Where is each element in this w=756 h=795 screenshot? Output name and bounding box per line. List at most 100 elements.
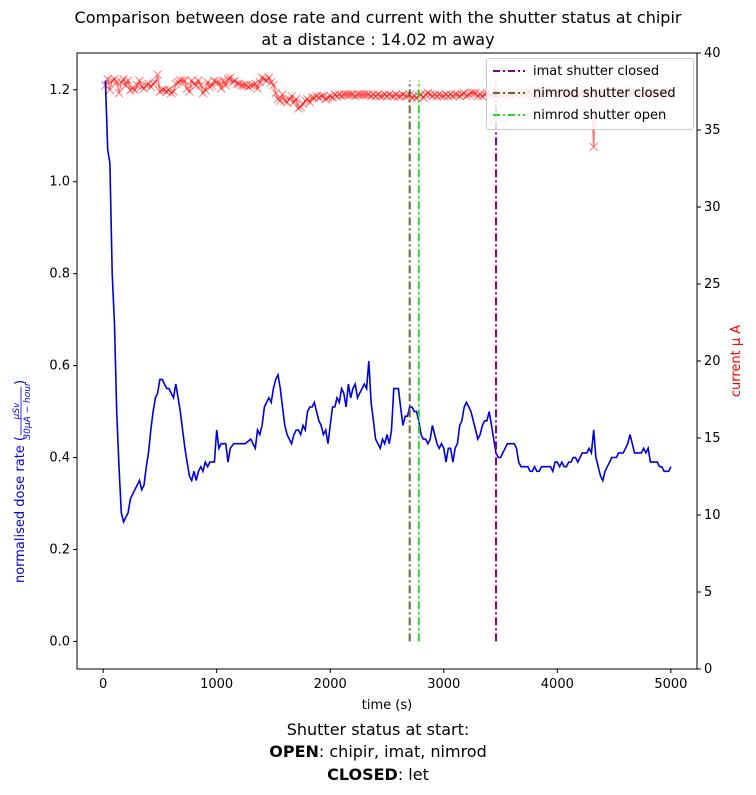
series-dose-line bbox=[104, 80, 672, 525]
current-marker bbox=[271, 88, 281, 98]
current-marker bbox=[230, 76, 240, 86]
x-tick-label: 1000 bbox=[200, 677, 233, 692]
footer-open: OPEN: chipir, imat, nimrod bbox=[0, 742, 756, 761]
current-marker bbox=[275, 96, 285, 106]
current-marker bbox=[359, 90, 369, 100]
y-right-tick-label: 25 bbox=[704, 277, 721, 292]
current-marker bbox=[343, 90, 353, 100]
legend-label-imat: imat shutter closed bbox=[533, 63, 660, 79]
current-marker bbox=[464, 90, 474, 100]
current-marker bbox=[255, 77, 265, 87]
current-marker bbox=[264, 73, 274, 83]
y-left-tick-label: 0.2 bbox=[49, 542, 70, 557]
current-marker bbox=[160, 85, 169, 95]
current-marker bbox=[400, 91, 410, 101]
current-marker bbox=[105, 85, 115, 95]
current-marker bbox=[462, 91, 471, 101]
y-right-tick-label: 40 bbox=[704, 46, 721, 61]
y-left-label-suffix: ) bbox=[13, 380, 28, 385]
chart-title-line1: Comparison between dose rate and current… bbox=[74, 8, 682, 27]
current-marker bbox=[382, 91, 392, 101]
current-marker bbox=[248, 80, 258, 90]
footer-closed-label: CLOSED bbox=[327, 765, 398, 784]
current-marker bbox=[246, 80, 256, 90]
footer-open-value: : chipir, imat, nimrod bbox=[318, 742, 487, 761]
current-marker bbox=[316, 91, 326, 101]
legend-label-nimrod-open: nimrod shutter open bbox=[533, 107, 667, 123]
current-marker bbox=[130, 85, 140, 95]
current-marker bbox=[128, 83, 138, 93]
current-marker bbox=[110, 74, 119, 84]
current-marker bbox=[353, 90, 362, 100]
current-marker bbox=[287, 91, 297, 101]
current-marker bbox=[391, 90, 401, 100]
current-marker bbox=[446, 90, 456, 100]
current-marker bbox=[191, 80, 201, 90]
chart-title-line2: at a distance : 14.02 m away bbox=[261, 30, 495, 49]
current-marker bbox=[212, 77, 222, 87]
x-tick-label: 2000 bbox=[314, 677, 347, 692]
current-marker bbox=[348, 90, 358, 100]
current-marker bbox=[107, 76, 117, 86]
current-marker bbox=[209, 76, 219, 86]
x-tick-label: 0 bbox=[99, 677, 107, 692]
current-marker bbox=[289, 97, 299, 107]
current-marker bbox=[166, 88, 176, 98]
current-marker bbox=[371, 91, 381, 101]
current-marker bbox=[125, 85, 135, 95]
current-marker bbox=[364, 90, 374, 100]
current-marker bbox=[409, 91, 419, 101]
current-marker bbox=[384, 90, 394, 100]
y-left-tick-label: 0.4 bbox=[49, 451, 70, 466]
current-marker bbox=[250, 79, 260, 89]
current-marker bbox=[207, 80, 217, 90]
current-marker bbox=[269, 80, 278, 90]
y-right-tick-label: 15 bbox=[704, 431, 721, 446]
current-marker bbox=[278, 90, 287, 100]
current-marker bbox=[589, 142, 599, 152]
current-marker bbox=[350, 91, 360, 101]
current-marker bbox=[221, 80, 231, 90]
current-marker bbox=[196, 80, 206, 90]
current-marker bbox=[144, 79, 153, 89]
current-marker bbox=[339, 90, 349, 100]
current-marker bbox=[473, 91, 483, 101]
current-marker bbox=[184, 87, 194, 96]
current-marker bbox=[466, 88, 476, 98]
legend-swatch-imat bbox=[493, 70, 525, 72]
current-marker bbox=[439, 91, 449, 101]
current-marker bbox=[137, 82, 147, 92]
current-marker bbox=[273, 94, 283, 104]
current-marker bbox=[216, 83, 226, 93]
current-marker bbox=[373, 90, 383, 100]
x-tick-label: 3000 bbox=[427, 677, 460, 692]
current-marker bbox=[398, 90, 408, 100]
current-marker bbox=[214, 77, 224, 87]
current-marker bbox=[119, 74, 128, 84]
current-marker bbox=[234, 79, 244, 89]
current-marker bbox=[180, 76, 190, 86]
current-marker bbox=[232, 79, 242, 89]
current-marker bbox=[455, 91, 465, 101]
current-marker bbox=[396, 91, 406, 101]
y-left-tick-label: 1.0 bbox=[49, 175, 70, 190]
legend-item-imat-closed: imat shutter closed bbox=[493, 61, 659, 81]
current-marker bbox=[423, 88, 433, 98]
current-marker bbox=[257, 73, 267, 83]
current-marker bbox=[291, 94, 301, 104]
footer-closed-value: : let bbox=[397, 765, 429, 784]
current-marker bbox=[346, 90, 356, 100]
legend-item-nimrod-closed: nimrod shutter closed bbox=[493, 83, 676, 103]
current-marker bbox=[150, 77, 160, 87]
current-marker bbox=[135, 76, 144, 86]
current-marker bbox=[318, 91, 328, 101]
y-left-label-prefix: normalised dose rate ( bbox=[13, 436, 28, 583]
current-marker bbox=[203, 77, 213, 87]
current-marker bbox=[121, 80, 131, 90]
y-right-tick-label: 35 bbox=[704, 123, 721, 138]
current-marker bbox=[239, 80, 249, 90]
current-marker bbox=[253, 83, 262, 93]
current-marker bbox=[427, 91, 437, 101]
current-marker bbox=[357, 90, 367, 100]
current-marker bbox=[375, 91, 385, 101]
